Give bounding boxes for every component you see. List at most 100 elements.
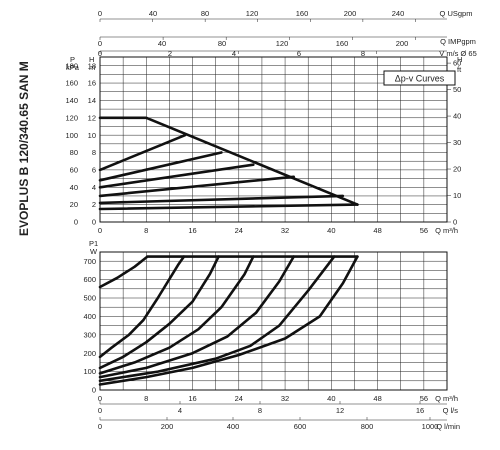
tick-label: 8	[361, 49, 365, 58]
tick-label: 200	[396, 39, 409, 48]
tick-label: 200	[161, 422, 174, 431]
tick-label: 0	[98, 422, 102, 431]
tick-label: 4	[232, 49, 236, 58]
tick-label: 400	[227, 422, 240, 431]
head-curve-3	[98, 151, 223, 182]
plot-frame	[99, 56, 448, 223]
tick-label: 40	[327, 394, 335, 403]
tick-label: 500	[83, 294, 96, 303]
tick-label: 32	[281, 226, 289, 235]
axis-label: Q l/min	[436, 422, 460, 431]
tick-label: 120	[65, 113, 78, 122]
tick-label: 24	[235, 394, 243, 403]
tick-label: 0	[92, 218, 96, 227]
tick-label: 40	[158, 39, 166, 48]
tick-label: 600	[294, 422, 307, 431]
tick-label: 40	[453, 112, 461, 121]
tick-label: 10	[88, 131, 96, 140]
tick-label: 8	[258, 406, 262, 415]
tick-label: 40	[149, 9, 157, 18]
tick-label: 40	[70, 183, 78, 192]
legend-box: Δp-v Curves	[383, 70, 456, 86]
axis-label: Q m³/h	[435, 226, 458, 235]
tick-label: 180	[65, 61, 78, 70]
tick-label: 20	[453, 165, 461, 174]
power-curve-3	[98, 255, 220, 370]
tick-label: 1000	[422, 422, 439, 431]
axis-label: Q USgpm	[440, 9, 473, 18]
tick-label: 140	[65, 96, 78, 105]
tick-label: 80	[201, 9, 209, 18]
tick-label: 0	[98, 49, 102, 58]
axis-label: ft	[457, 65, 462, 74]
tick-label: 4	[178, 406, 182, 415]
tick-label: 6	[297, 49, 301, 58]
tick-label: 0	[98, 394, 102, 403]
tick-label: 120	[276, 39, 289, 48]
tick-label: 18	[88, 61, 96, 70]
tick-label: 0	[453, 218, 457, 227]
tick-label: 2	[168, 49, 172, 58]
tick-label: 48	[373, 394, 381, 403]
tick-label: 8	[144, 226, 148, 235]
tick-label: 60	[453, 59, 461, 68]
axis-label: Q l/s	[443, 406, 459, 415]
tick-label: 600	[83, 275, 96, 284]
tick-label: 160	[65, 79, 78, 88]
tick-label: 4	[92, 183, 96, 192]
tick-label: 12	[88, 113, 96, 122]
axis-label: P1	[89, 239, 98, 248]
tick-label: 8	[92, 148, 96, 157]
tick-label: 0	[98, 39, 102, 48]
tick-label: 0	[92, 386, 96, 395]
tick-label: 2	[92, 200, 96, 209]
head-panel: 0246810121416180204060801001201401601800…	[65, 9, 476, 235]
tick-label: 700	[83, 257, 96, 266]
tick-label: 24	[235, 226, 243, 235]
tick-label: 100	[65, 131, 78, 140]
tick-label: 12	[336, 406, 344, 415]
tick-label: 80	[218, 39, 226, 48]
tick-label: 60	[70, 165, 78, 174]
axis-label: H	[457, 55, 462, 64]
tick-label: 56	[420, 226, 428, 235]
tick-label: 200	[83, 349, 96, 358]
tick-label: 120	[246, 9, 259, 18]
plot-frame	[99, 251, 448, 391]
tick-label: 0	[98, 406, 102, 415]
tick-label: 6	[92, 165, 96, 174]
axis-label: P	[70, 55, 75, 64]
head-curve-4	[98, 163, 255, 189]
tick-label: 800	[361, 422, 374, 431]
head-curve-7	[98, 203, 359, 211]
tick-label: 48	[373, 226, 381, 235]
axis-label: Q m³/h	[435, 394, 458, 403]
tick-label: 16	[188, 226, 196, 235]
power-curve-2	[98, 255, 186, 359]
tick-label: 300	[83, 330, 96, 339]
power-curve-4	[98, 255, 255, 375]
tick-label: 56	[420, 394, 428, 403]
axis-label: m	[89, 63, 95, 72]
tick-label: 20	[70, 200, 78, 209]
head-curve-1	[98, 116, 359, 206]
tick-label: 0	[98, 9, 102, 18]
power-curve-7	[98, 255, 359, 386]
tick-label: 30	[453, 138, 461, 147]
legend-label: Δp-v Curves	[395, 74, 445, 84]
axis-label: Q IMPgpm	[440, 37, 476, 46]
head-curve-5	[98, 175, 295, 198]
axis-label: kPa	[66, 63, 80, 72]
tick-label: 16	[188, 394, 196, 403]
tick-label: 0	[74, 218, 78, 227]
tick-label: 240	[392, 9, 405, 18]
tick-label: 50	[453, 85, 461, 94]
tick-label: 10	[453, 191, 461, 200]
head-curve-2	[98, 133, 187, 172]
tick-label: 32	[281, 394, 289, 403]
axis-label: W	[90, 247, 98, 256]
tick-label: 200	[344, 9, 357, 18]
power-curve-5	[98, 255, 295, 379]
